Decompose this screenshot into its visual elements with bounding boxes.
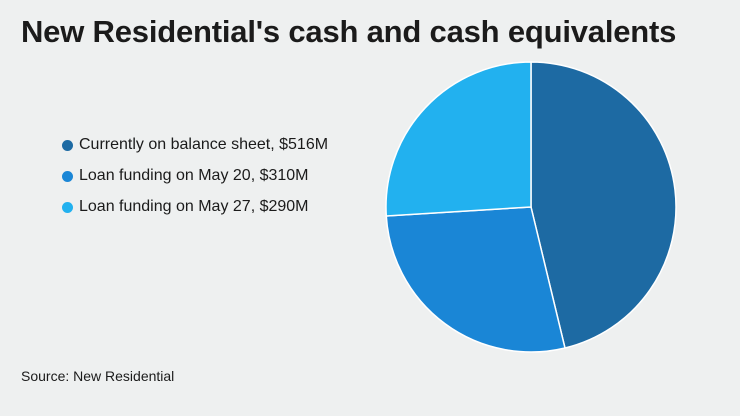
legend-item-may-20: Loan funding on May 20, $310M: [62, 165, 328, 187]
chart-title: New Residential's cash and cash equivale…: [21, 14, 677, 49]
source-note: Source: New Residential: [21, 368, 175, 384]
chart-legend: Currently on balance sheet, $516M Loan f…: [62, 134, 328, 227]
legend-swatch-may-27: [62, 201, 73, 213]
legend-label-balance-sheet: Currently on balance sheet, $516M: [79, 136, 329, 153]
legend-label-may-20: Loan funding on May 20, $310M: [79, 167, 309, 184]
legend-label-may-27: Loan funding on May 27, $290M: [79, 198, 309, 215]
legend-item-may-27: Loan funding on May 27, $290M: [62, 196, 328, 218]
legend-swatch-may-20: [62, 170, 73, 182]
pie-chart: [385, 61, 677, 353]
pie-slice-balance-sheet: [530, 61, 677, 349]
pie-slice-may-27: [385, 61, 532, 217]
pie-slice-may-20: [385, 206, 566, 353]
legend-swatch-balance-sheet: [62, 139, 73, 151]
legend-item-balance-sheet: Currently on balance sheet, $516M: [62, 134, 328, 156]
